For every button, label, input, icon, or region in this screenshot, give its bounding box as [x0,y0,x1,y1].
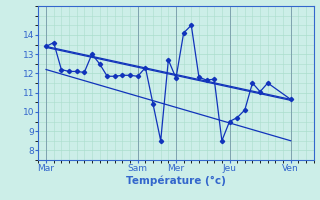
X-axis label: Température (°c): Température (°c) [126,176,226,186]
